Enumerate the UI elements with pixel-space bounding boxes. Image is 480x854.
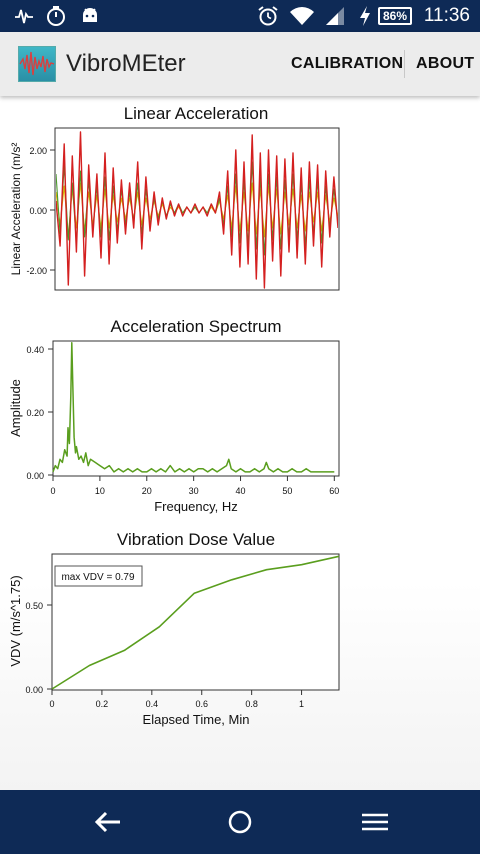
android-icon [78,0,102,32]
vdv-xticks: 0 0.2 0.4 0.6 0.8 1 [49,690,304,709]
vdv-ytick-label: 0.50 [25,601,43,611]
acceleration-ylabel: Linear Acceleration (m/s² [9,143,23,276]
wifi-icon [288,0,316,32]
pulse-icon [12,0,36,32]
spectrum-series-group [52,341,335,473]
menu-divider [404,50,405,78]
acceleration-ytick-label: 2.00 [29,146,47,156]
app-bar: VibroMEter CALIBRATION ABOUT [0,32,480,96]
battery-percent: 86% [378,7,412,25]
app-logo-icon [18,46,56,82]
spectrum-xticks: 0 10 20 30 40 50 60 [50,476,339,496]
vdv-xtick-label: 0.2 [96,699,109,709]
vdv-annotation: max VDV = 0.79 [61,572,135,583]
acceleration-series-line [56,131,338,289]
calibration-button[interactable]: CALIBRATION [291,55,404,72]
spectrum-ytick-label: 0.20 [26,408,44,418]
vdv-xtick-label: 0.4 [146,699,159,709]
spectrum-xlabel: Frequency, Hz [154,499,238,514]
status-time: 11:36 [423,5,470,26]
spectrum-xtick-label: 0 [50,486,55,496]
spectrum-xtick-label: 40 [236,486,246,496]
stopwatch-icon [44,0,68,32]
acceleration-series-group [56,131,338,289]
spectrum-ylabel: Amplitude [8,379,23,437]
vdv-ylabel: VDV (m/s^1.75) [8,575,23,666]
charts-content: Linear Acceleration 2.00 0.00 -2.00 Line… [0,96,480,790]
navigation-bar [0,790,480,854]
spectrum-ytick-label: 0.00 [26,471,44,481]
vdv-xtick-label: 0.6 [195,699,208,709]
charts-canvas: Linear Acceleration 2.00 0.00 -2.00 Line… [8,104,340,727]
spectrum-xtick-label: 10 [95,486,105,496]
spectrum-chart-title: Acceleration Spectrum [110,317,281,336]
app-title: VibroMEter [66,50,186,77]
vdv-xlabel: Elapsed Time, Min [143,712,250,727]
spectrum-xtick-label: 20 [142,486,152,496]
menu-icon[interactable] [335,790,415,854]
vdv-annotation-box [54,565,143,587]
home-icon[interactable] [200,790,280,854]
acceleration-chart-title: Linear Acceleration [124,104,269,123]
alarm-icon [256,0,280,32]
vdv-xtick-label: 0.8 [245,699,258,709]
vdv-chart-title: Vibration Dose Value [117,530,275,549]
vdv-xtick-label: 0 [49,699,54,709]
spectrum-xtick-label: 60 [329,486,339,496]
acceleration-ytick-label: 0.00 [29,206,47,216]
charging-icon [356,0,374,32]
status-bar: 86% 11:36 [0,0,480,32]
vdv-ytick-label: 0.00 [25,685,43,695]
about-button[interactable]: ABOUT [416,55,475,72]
spectrum-ytick-label: 0.40 [26,345,44,355]
spectrum-xtick-label: 30 [189,486,199,496]
back-icon[interactable] [68,790,148,854]
spectrum-series-line [52,341,335,473]
spectrum-xtick-label: 50 [282,486,292,496]
spectrum-chart: Acceleration Spectrum 0.40 0.20 0.00 0 10… [8,317,340,514]
vdv-series-line [51,555,340,690]
vdv-xtick-label: 1 [299,699,304,709]
vdv-chart: Vibration Dose Value 0.50 0.00 0 0.2 0.4 0.… [8,530,340,727]
vdv-series-group [51,555,340,690]
acceleration-chart: Linear Acceleration 2.00 0.00 -2.00 Line… [9,104,340,291]
acceleration-ytick-label: -2.00 [26,266,47,276]
signal-icon [322,0,348,32]
spectrum-plot-area [52,340,340,477]
